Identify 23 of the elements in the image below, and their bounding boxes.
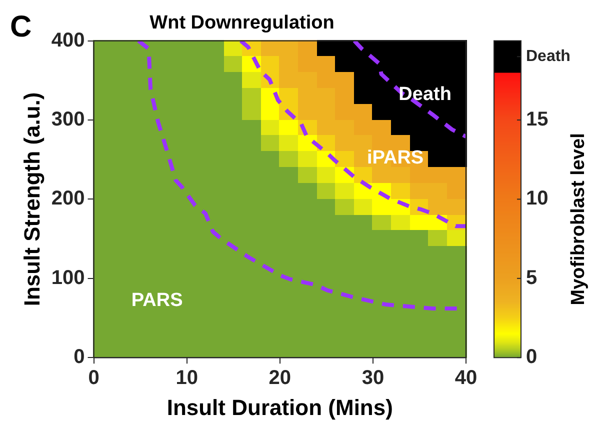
x-tick-label: 30 <box>362 367 384 390</box>
y-tick-label: 200 <box>51 188 85 210</box>
color-bar-label: Death <box>526 48 570 66</box>
x-tick-label: 0 <box>88 367 100 390</box>
color-bar-label: 10 <box>526 188 548 210</box>
x-tick-label: 20 <box>268 367 292 390</box>
color-bar-label: 15 <box>526 108 548 131</box>
y-tick-label: 300 <box>51 108 85 131</box>
text: C <box>10 10 32 44</box>
y-tick-label: 400 <box>51 29 85 52</box>
x-tick-label: 10 <box>176 367 198 390</box>
y-axis-title: Insult Strength (a.u.) <box>19 92 44 306</box>
color-bar-label: 5 <box>526 266 538 289</box>
annotation: iPARS <box>366 147 424 168</box>
y-tick-label: 0 <box>74 346 85 368</box>
annotation: PARS <box>131 290 183 311</box>
y-tick-label: 100 <box>51 266 85 289</box>
color-bar-label: 0 <box>526 346 538 368</box>
x-tick-label: 40 <box>454 367 478 390</box>
chart-title: Wnt Downregulation <box>150 12 334 34</box>
x-axis-title: Insult Duration (Mins) <box>166 394 393 420</box>
annotation: Death <box>398 84 452 105</box>
color-bar-title: Myofibroblast level <box>568 133 590 306</box>
